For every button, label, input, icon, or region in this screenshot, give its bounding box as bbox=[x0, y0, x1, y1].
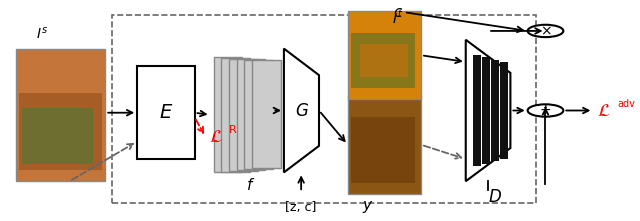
FancyBboxPatch shape bbox=[492, 60, 499, 161]
Polygon shape bbox=[466, 40, 510, 181]
Text: G: G bbox=[295, 101, 308, 120]
FancyBboxPatch shape bbox=[214, 57, 243, 172]
FancyBboxPatch shape bbox=[137, 66, 195, 159]
FancyBboxPatch shape bbox=[252, 60, 281, 168]
Text: ×: × bbox=[540, 24, 551, 38]
Polygon shape bbox=[284, 49, 319, 172]
Text: [z, c]: [z, c] bbox=[285, 201, 317, 214]
FancyBboxPatch shape bbox=[22, 108, 93, 164]
Text: f: f bbox=[247, 178, 252, 193]
Text: c: c bbox=[394, 5, 402, 20]
Text: y: y bbox=[362, 198, 371, 213]
FancyBboxPatch shape bbox=[229, 59, 258, 171]
Text: $\mathcal{L}$: $\mathcal{L}$ bbox=[596, 101, 611, 120]
FancyBboxPatch shape bbox=[221, 58, 250, 171]
Text: D: D bbox=[488, 188, 501, 206]
Circle shape bbox=[527, 104, 563, 117]
FancyBboxPatch shape bbox=[16, 49, 105, 181]
FancyBboxPatch shape bbox=[483, 57, 490, 164]
FancyBboxPatch shape bbox=[19, 93, 102, 170]
FancyBboxPatch shape bbox=[351, 33, 415, 88]
Text: E: E bbox=[160, 103, 172, 122]
FancyBboxPatch shape bbox=[500, 62, 508, 159]
Text: $I^t$: $I^t$ bbox=[392, 9, 403, 27]
FancyBboxPatch shape bbox=[360, 44, 408, 77]
Text: R: R bbox=[229, 125, 237, 135]
Text: adv: adv bbox=[618, 99, 636, 109]
FancyBboxPatch shape bbox=[237, 59, 266, 170]
Text: $I^s$: $I^s$ bbox=[35, 25, 47, 41]
FancyBboxPatch shape bbox=[474, 55, 481, 166]
Text: +: + bbox=[540, 103, 551, 118]
FancyBboxPatch shape bbox=[351, 117, 415, 183]
FancyBboxPatch shape bbox=[244, 60, 273, 169]
FancyBboxPatch shape bbox=[348, 95, 421, 194]
Circle shape bbox=[527, 25, 563, 37]
FancyBboxPatch shape bbox=[348, 11, 421, 99]
Text: $\mathcal{L}$: $\mathcal{L}$ bbox=[209, 128, 222, 146]
